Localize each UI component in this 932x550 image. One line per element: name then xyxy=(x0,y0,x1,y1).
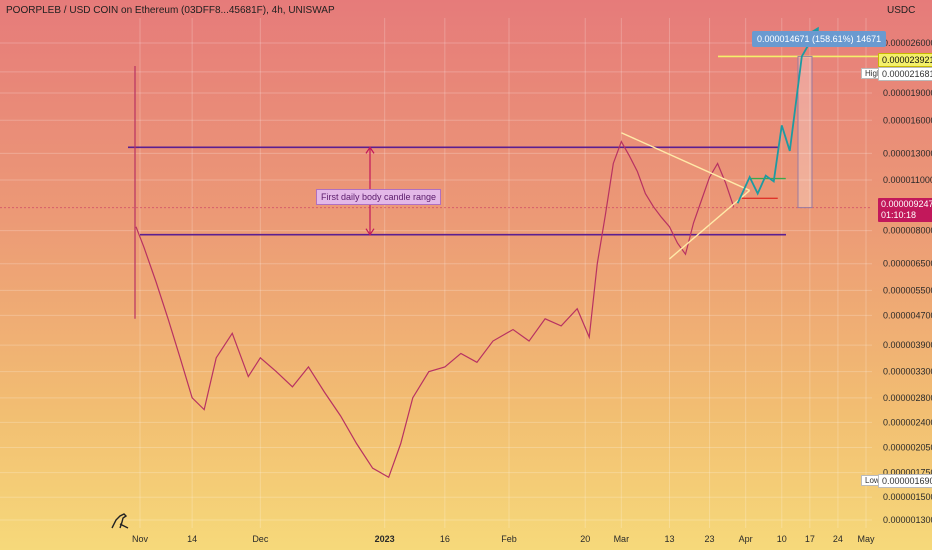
y-tick-label: 0.000008000 xyxy=(883,226,932,236)
x-tick-label: 2023 xyxy=(375,534,395,544)
x-tick-label: 16 xyxy=(440,534,450,544)
y-tick-label: 0.000001300 xyxy=(883,515,932,525)
countdown: 01:10:18 xyxy=(881,210,917,220)
x-tick-label: 24 xyxy=(833,534,843,544)
y-tick-label: 0.000003900 xyxy=(883,340,932,350)
triangle-upper xyxy=(621,132,750,192)
measure-box xyxy=(797,55,813,209)
y-tick-label: 0.000001500 xyxy=(883,492,932,502)
y-tick-label: 0.000006500 xyxy=(883,259,932,269)
x-tick-label: Apr xyxy=(739,534,753,544)
x-tick-label: 13 xyxy=(664,534,674,544)
x-tick-label: Mar xyxy=(614,534,630,544)
y-tick-label: 0.000004700 xyxy=(883,310,932,320)
y-tick-label: 0.000002800 xyxy=(883,393,932,403)
y-tick-label: 0.000001750 xyxy=(883,468,932,478)
triangle-lower xyxy=(669,189,751,260)
range-annotation[interactable]: First daily body candle range xyxy=(316,189,442,205)
y-tick-label: 0.000003300 xyxy=(883,367,932,377)
price-line xyxy=(135,140,735,479)
projection-path xyxy=(736,27,819,204)
x-tick-label: 20 xyxy=(580,534,590,544)
range-arrow-head-top xyxy=(365,146,375,154)
current-price: 0.000009247 xyxy=(881,199,932,209)
x-tick-label: 10 xyxy=(777,534,787,544)
y-tick-label: 0.000002400 xyxy=(883,417,932,427)
x-tick-label: Nov xyxy=(132,534,149,544)
range-arrow-head-bottom xyxy=(365,228,375,236)
x-tick-label: 17 xyxy=(805,534,815,544)
x-tick-label: May xyxy=(857,534,875,544)
measure-label[interactable]: 0.000014671 (158.61%) 14671 xyxy=(752,31,887,47)
x-tick-label: Dec xyxy=(252,534,269,544)
target-price-label: 0.000023921 xyxy=(878,53,932,67)
high-price-label: 0.000021681 xyxy=(878,67,932,81)
y-tick-label: 0.000019000 xyxy=(883,88,932,98)
dino-icon[interactable] xyxy=(108,510,132,530)
y-tick-label: 0.000013000 xyxy=(883,148,932,158)
currency-label: USDC xyxy=(887,5,916,16)
x-tick-label: Feb xyxy=(501,534,517,544)
y-tick-label: 0.000002050 xyxy=(883,442,932,452)
y-tick-label: 0.000011000 xyxy=(883,175,932,185)
y-tick-label: 0.000026000 xyxy=(883,38,932,48)
current-price-label: 0.000009247 01:10:18 xyxy=(878,198,932,222)
y-tick-label: 0.000005500 xyxy=(883,285,932,295)
x-tick-label: 23 xyxy=(705,534,715,544)
low-price-label: 0.000001690 xyxy=(878,474,932,488)
chart-title: POORPLEB / USD COIN on Ethereum (03DFF8.… xyxy=(6,5,335,16)
y-tick-label: 0.000016000 xyxy=(883,115,932,125)
x-tick-label: 14 xyxy=(187,534,197,544)
